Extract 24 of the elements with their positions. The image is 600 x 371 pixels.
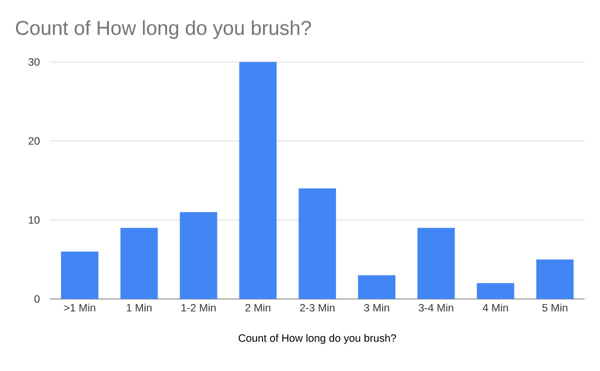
bar (180, 212, 218, 299)
x-tick-label: 2-3 Min (300, 304, 334, 312)
x-tick-label: 1-2 Min (182, 304, 216, 312)
chart-title: Count of How long do you brush? (16, 20, 311, 39)
bar (476, 283, 514, 299)
y-tick-label: 10 (28, 216, 40, 224)
y-tick-label: 20 (28, 137, 40, 145)
bar (536, 259, 574, 299)
x-tick-label: 4 Min (482, 304, 508, 312)
x-tick-label: 2 Min (245, 304, 270, 312)
y-tick-label: 0 (34, 295, 40, 303)
bar (120, 228, 158, 299)
x-tick-label: 1 Min (126, 304, 152, 312)
bar (61, 252, 98, 299)
x-tick-label: 3 Min (364, 304, 390, 312)
x-tick-label: 5 Min (542, 304, 568, 312)
x-tick-label: >1 Min (64, 304, 96, 312)
bar (358, 275, 396, 299)
x-tick-label: 3-4 Min (418, 304, 454, 312)
y-tick-label: 30 (28, 58, 40, 66)
bar (239, 62, 277, 299)
bar (298, 188, 336, 299)
x-axis-title: Count of How long do you brush? (238, 334, 396, 344)
bar (417, 228, 455, 299)
